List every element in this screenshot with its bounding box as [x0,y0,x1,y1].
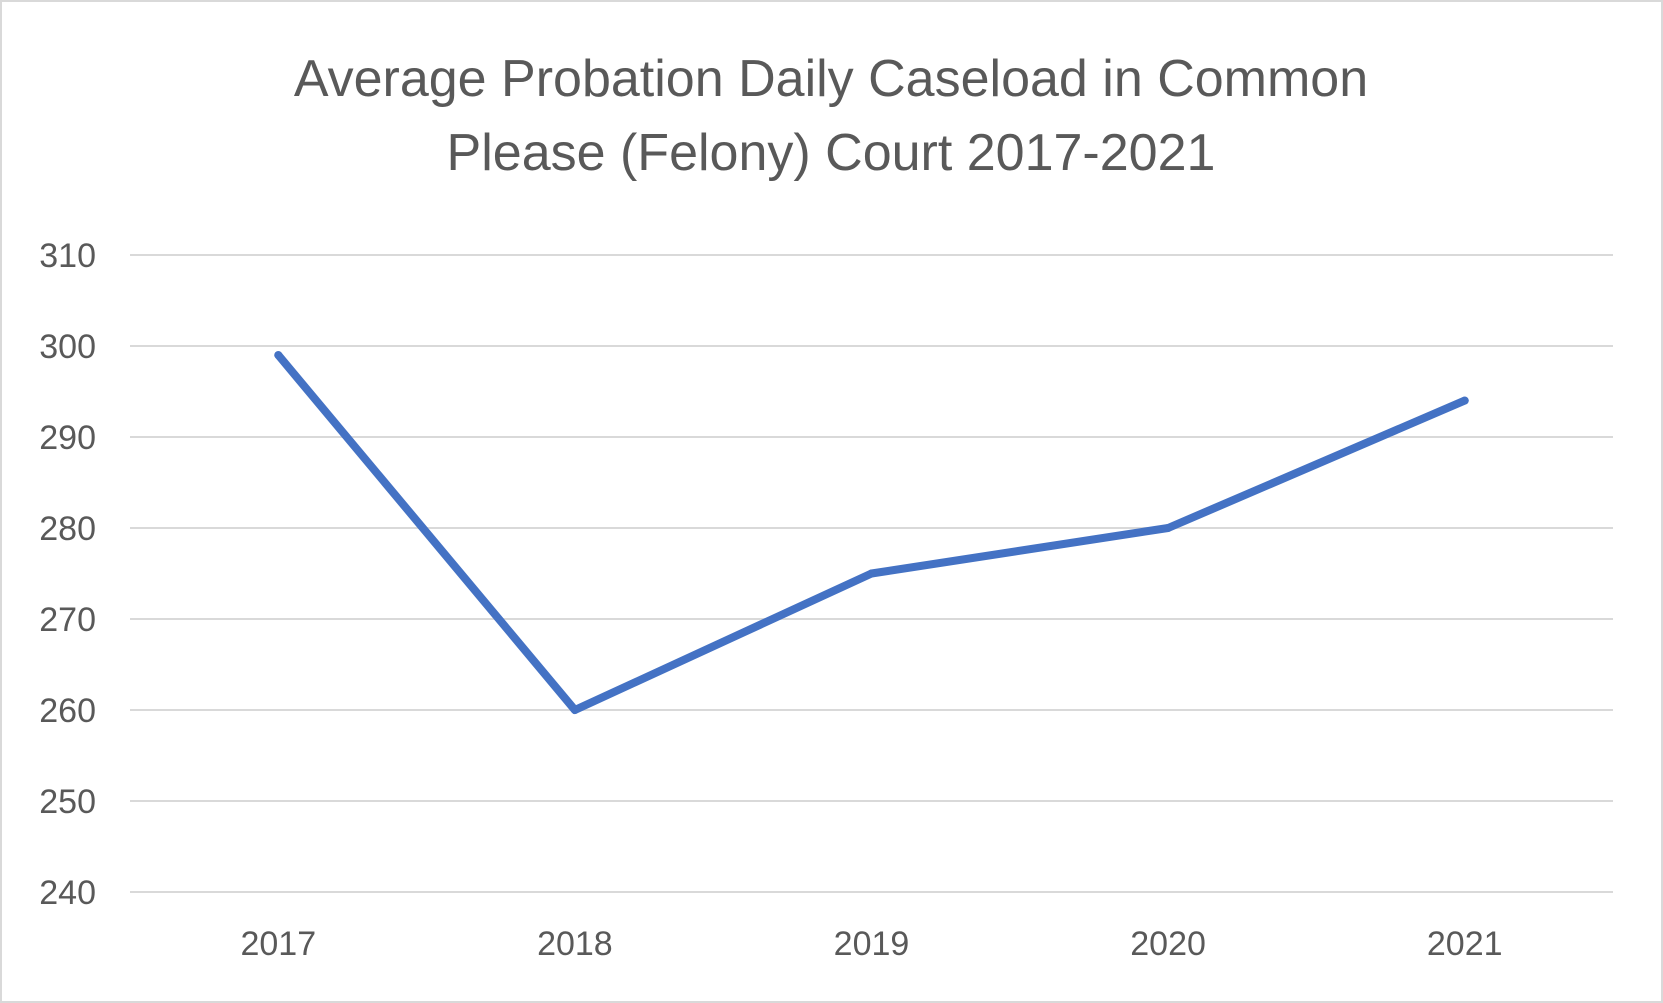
y-tick-label-240: 240 [39,874,96,912]
data-point-2019 [867,569,876,578]
gridlines [130,254,1613,893]
chart-title-line-2: Please (Felony) Court 2017-2021 [447,124,1216,182]
x-tick-label-2019: 2019 [834,925,910,963]
chart-title-line-1: Average Probation Daily Caseload in Comm… [294,50,1368,108]
x-tick-label-2017: 2017 [240,925,316,963]
x-tick-label-2018: 2018 [537,925,613,963]
data-point-2020 [1164,524,1173,532]
x-axis-tick-labels: 2017 2018 2019 2020 2021 [240,925,1502,963]
y-tick-label-260: 260 [39,692,96,730]
y-tick-label-280: 280 [39,510,96,548]
data-point-2021 [1460,396,1469,405]
y-tick-label-300: 300 [39,328,96,366]
x-tick-label-2020: 2020 [1130,925,1206,963]
y-tick-label-250: 250 [39,783,96,821]
y-tick-label-290: 290 [39,419,96,457]
data-point-2017 [274,351,283,360]
chart-title: Average Probation Daily Caseload in Comm… [294,50,1368,182]
y-tick-label-270: 270 [39,601,96,639]
y-axis-tick-labels: 240 250 260 270 280 290 300 310 [39,237,96,912]
y-tick-label-310: 310 [39,237,96,275]
data-point-2018 [570,706,579,714]
x-tick-label-2021: 2021 [1427,925,1503,963]
series-layer [274,351,1469,714]
